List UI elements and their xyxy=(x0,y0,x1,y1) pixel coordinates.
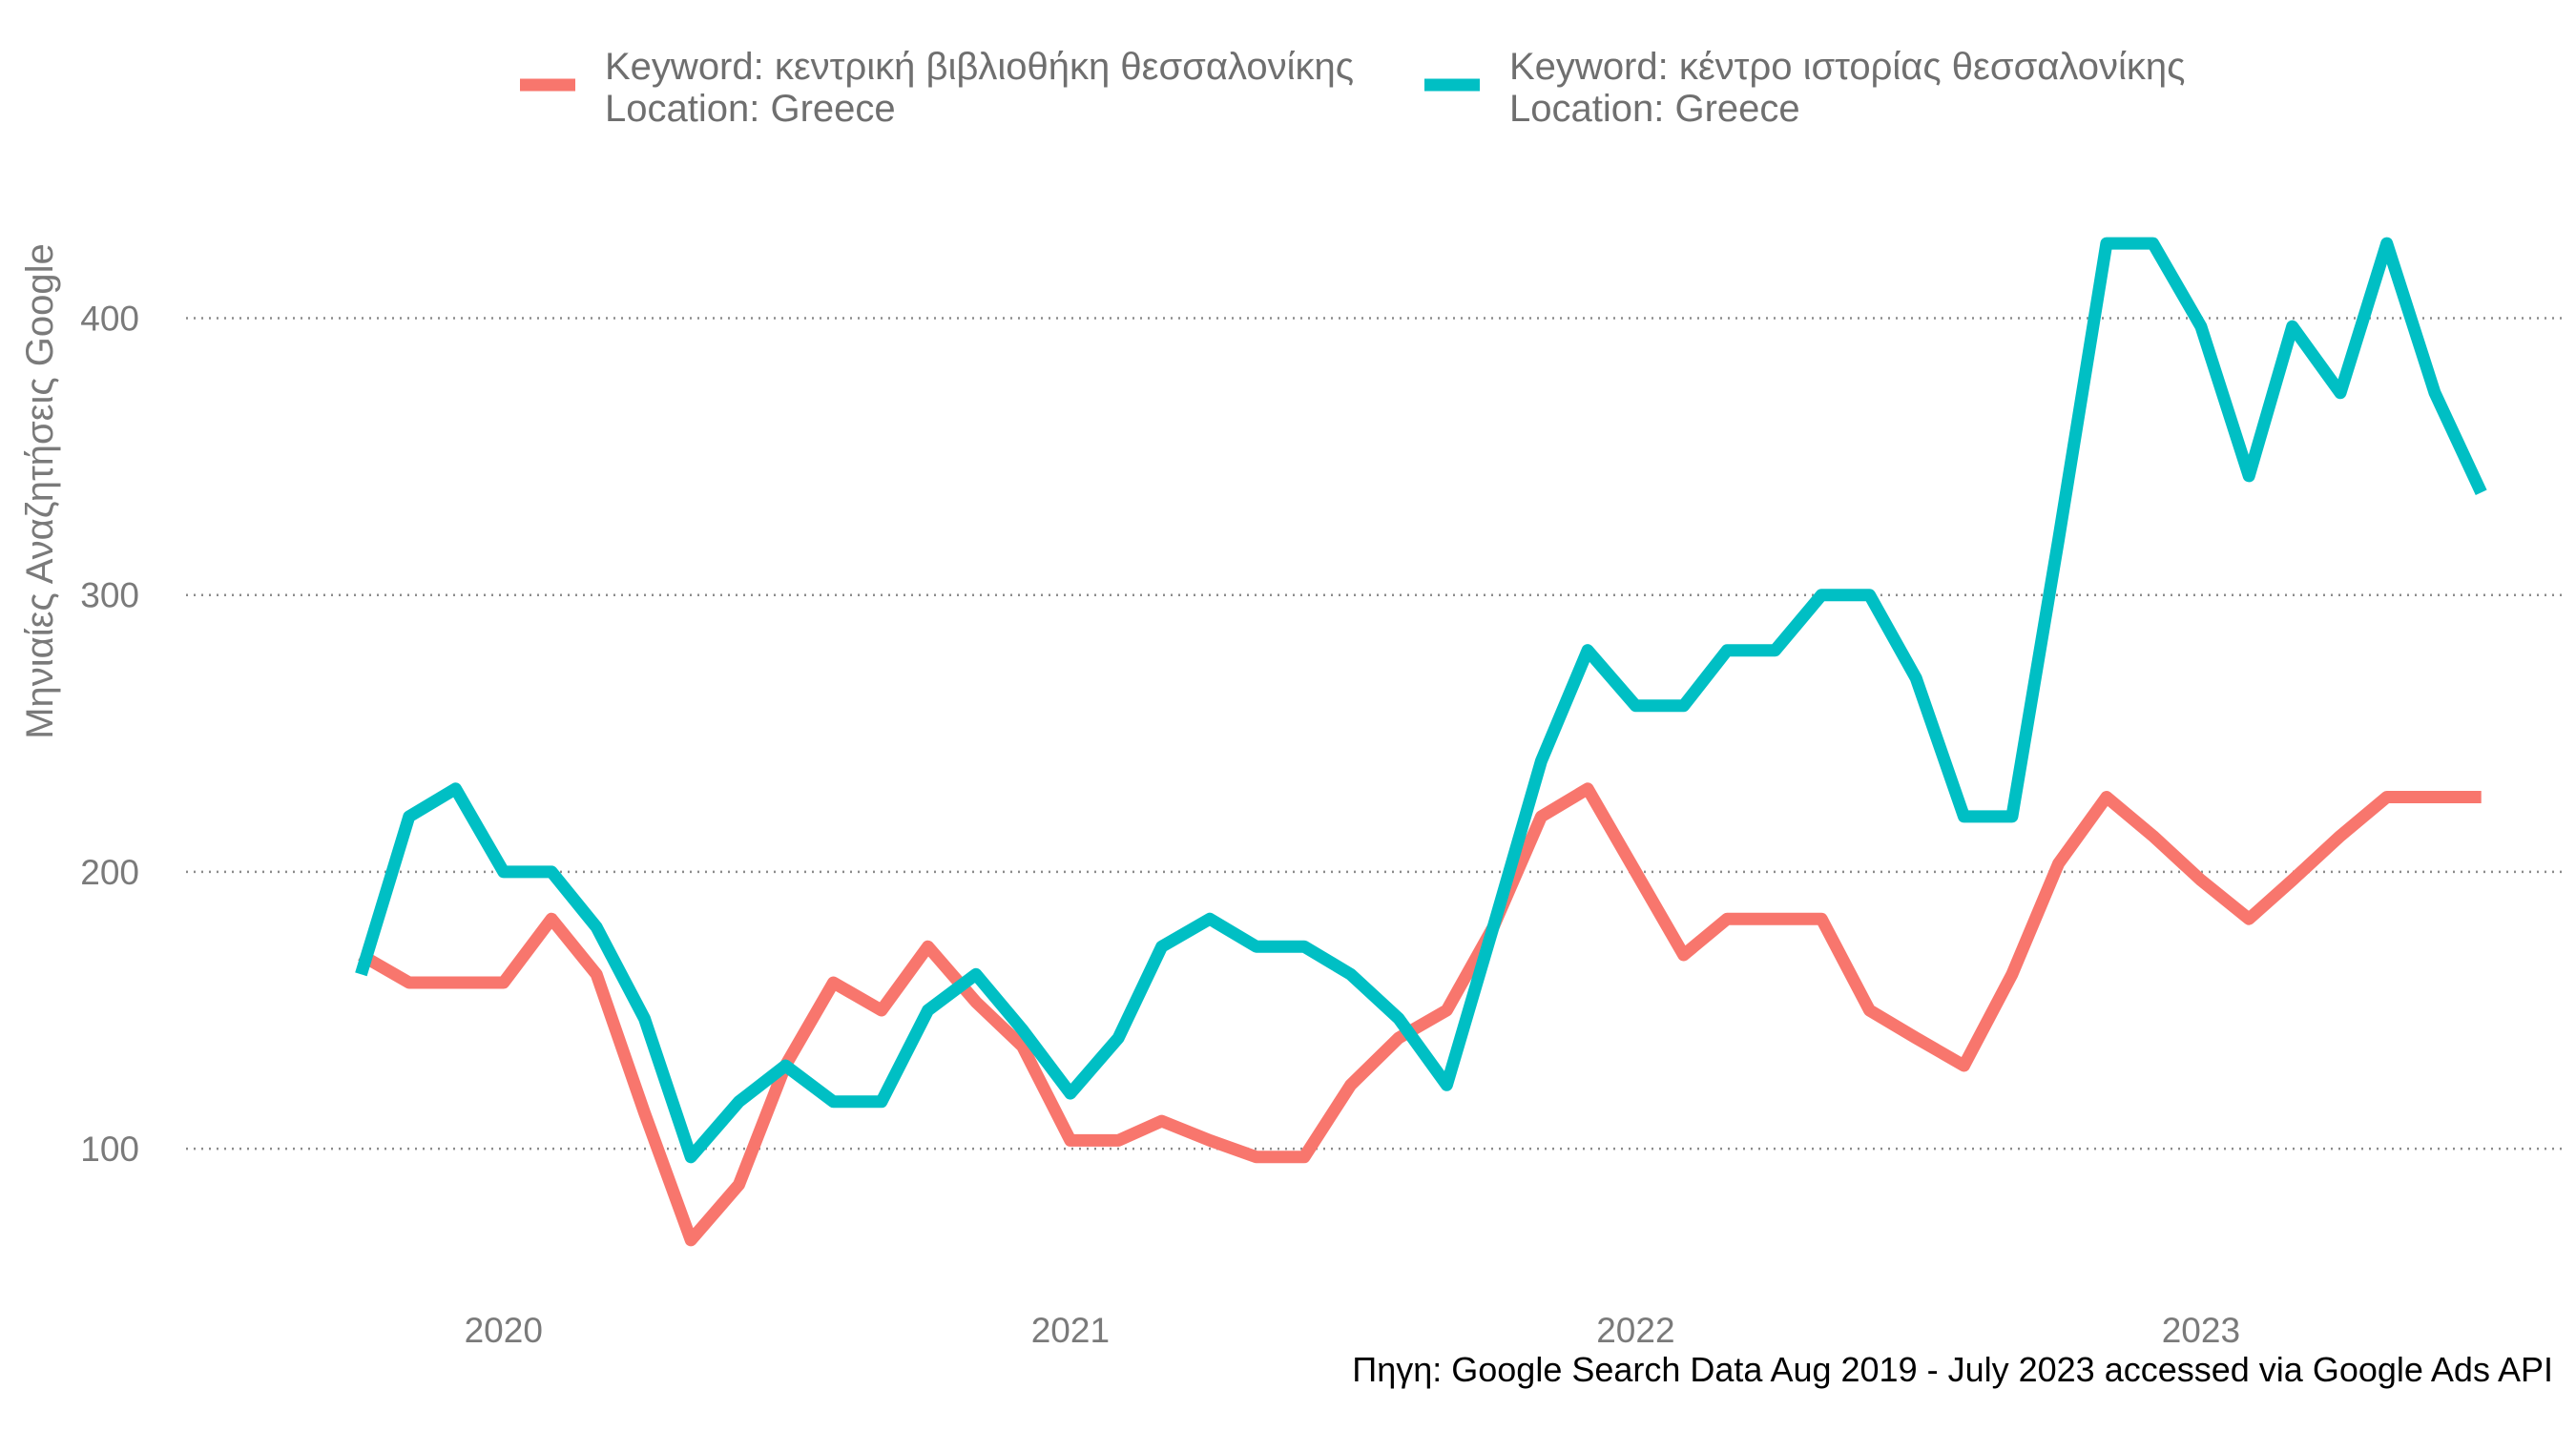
legend: Keyword: κεντρική βιβλιοθήκη θεσσαλονίκη… xyxy=(520,46,2185,130)
x-tick-label: 2023 xyxy=(2162,1311,2240,1350)
x-tick-label: 2021 xyxy=(1031,1311,1110,1350)
series-lines xyxy=(355,237,2487,1247)
y-tick-label: 300 xyxy=(80,576,139,615)
legend-item-2: Keyword: κέντρο ιστορίας θεσσαλονίκηςLoc… xyxy=(1424,46,2185,130)
source-caption: Πηγη: Google Search Data Aug 2019 - July… xyxy=(1352,1350,2553,1389)
series-line-2 xyxy=(355,237,2487,1164)
y-tick-label: 200 xyxy=(80,853,139,892)
y-tick-label: 400 xyxy=(80,299,139,338)
series-line-1 xyxy=(358,782,2482,1247)
legend-label-line: Keyword: κεντρική βιβλιοθήκη θεσσαλονίκη… xyxy=(605,46,1354,88)
legend-label-line: Location: Greece xyxy=(1509,88,1800,130)
x-axis-tick-labels: 2020 2021 2022 2023 xyxy=(465,1311,2240,1350)
y-tick-label: 100 xyxy=(80,1130,139,1169)
legend-label-line: Location: Greece xyxy=(605,88,896,130)
y-axis-title: Μηνιαίες Αναζητήσεις Google xyxy=(19,243,61,739)
x-tick-label: 2020 xyxy=(465,1311,543,1350)
y-axis-tick-labels: 100 200 300 400 xyxy=(80,299,139,1169)
legend-label-line: Keyword: κέντρο ιστορίας θεσσαλονίκης xyxy=(1509,46,2185,88)
legend-item-1: Keyword: κεντρική βιβλιοθήκη θεσσαλονίκη… xyxy=(520,46,1354,130)
gridlines xyxy=(186,317,2566,1151)
x-tick-label: 2022 xyxy=(1596,1311,1674,1350)
